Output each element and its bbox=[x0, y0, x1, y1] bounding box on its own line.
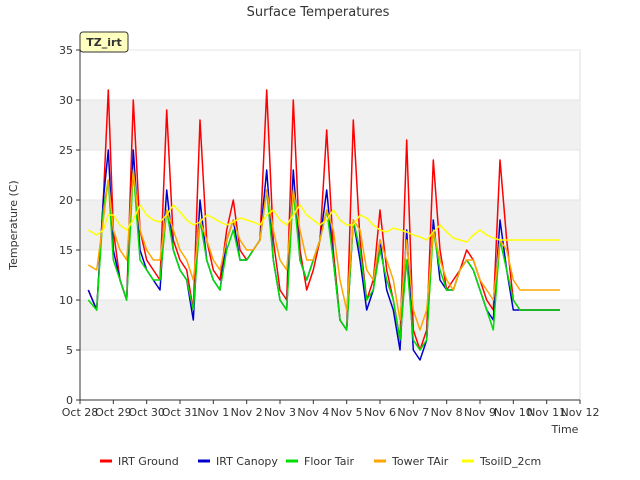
series-layer bbox=[87, 89, 560, 361]
x-tick-label: Nov 4 bbox=[297, 406, 329, 419]
x-tick-label: Nov 9 bbox=[464, 406, 496, 419]
badge-label: TZ_irt bbox=[86, 36, 121, 49]
y-tick-label: 25 bbox=[59, 144, 73, 157]
x-tick-label: Nov 6 bbox=[364, 406, 396, 419]
legend-label-5: TsoilD_2cm bbox=[479, 455, 541, 468]
x-tick-label: Nov 8 bbox=[431, 406, 463, 419]
legend: IRT Ground IRT Canopy Floor Tair Tower TAir… bbox=[100, 455, 541, 468]
tz-irt-badge: TZ_irt bbox=[79, 31, 129, 53]
legend-label-3: Floor Tair bbox=[304, 455, 355, 468]
badge-box bbox=[79, 31, 129, 53]
x-tick-label: Nov 2 bbox=[231, 406, 263, 419]
x-tick-label: Oct 31 bbox=[162, 406, 199, 419]
x-tick-label: Nov 12 bbox=[561, 406, 600, 419]
y-tick-label: 20 bbox=[59, 194, 73, 207]
x-tick-label: Oct 29 bbox=[95, 406, 132, 419]
legend-label-1: IRT Ground bbox=[118, 455, 179, 468]
legend-label-2: IRT Canopy bbox=[216, 455, 278, 468]
x-tick-label: Nov 5 bbox=[331, 406, 363, 419]
y-tick-label: 35 bbox=[59, 44, 73, 57]
chart-title: Surface Temperatures bbox=[247, 5, 390, 20]
y-axis-label: Temperature (C) bbox=[7, 180, 20, 270]
grid-band bbox=[80, 100, 580, 150]
x-tick-label: Oct 28 bbox=[62, 406, 99, 419]
series-line-5 bbox=[87, 204, 560, 243]
legend-label-4: Tower TAir bbox=[391, 455, 449, 468]
grid-band bbox=[80, 300, 580, 350]
y-tick-label: 5 bbox=[66, 344, 73, 357]
x-tick-label: Nov 10 bbox=[494, 406, 533, 419]
x-tick-label: Nov 7 bbox=[397, 406, 429, 419]
series-line-4 bbox=[87, 169, 560, 331]
x-tick-label: Nov 3 bbox=[264, 406, 296, 419]
x-tick-label: Nov 11 bbox=[527, 406, 566, 419]
series-line-1 bbox=[87, 89, 560, 351]
y-tick-label: 15 bbox=[59, 244, 73, 257]
y-tick-label: 10 bbox=[59, 294, 73, 307]
x-tick-label: Oct 30 bbox=[128, 406, 165, 419]
y-tick-label: 0 bbox=[66, 394, 73, 407]
x-tick-label: Nov 1 bbox=[197, 406, 229, 419]
x-axis-label: Time bbox=[551, 423, 579, 436]
y-tick-label: 30 bbox=[59, 94, 73, 107]
